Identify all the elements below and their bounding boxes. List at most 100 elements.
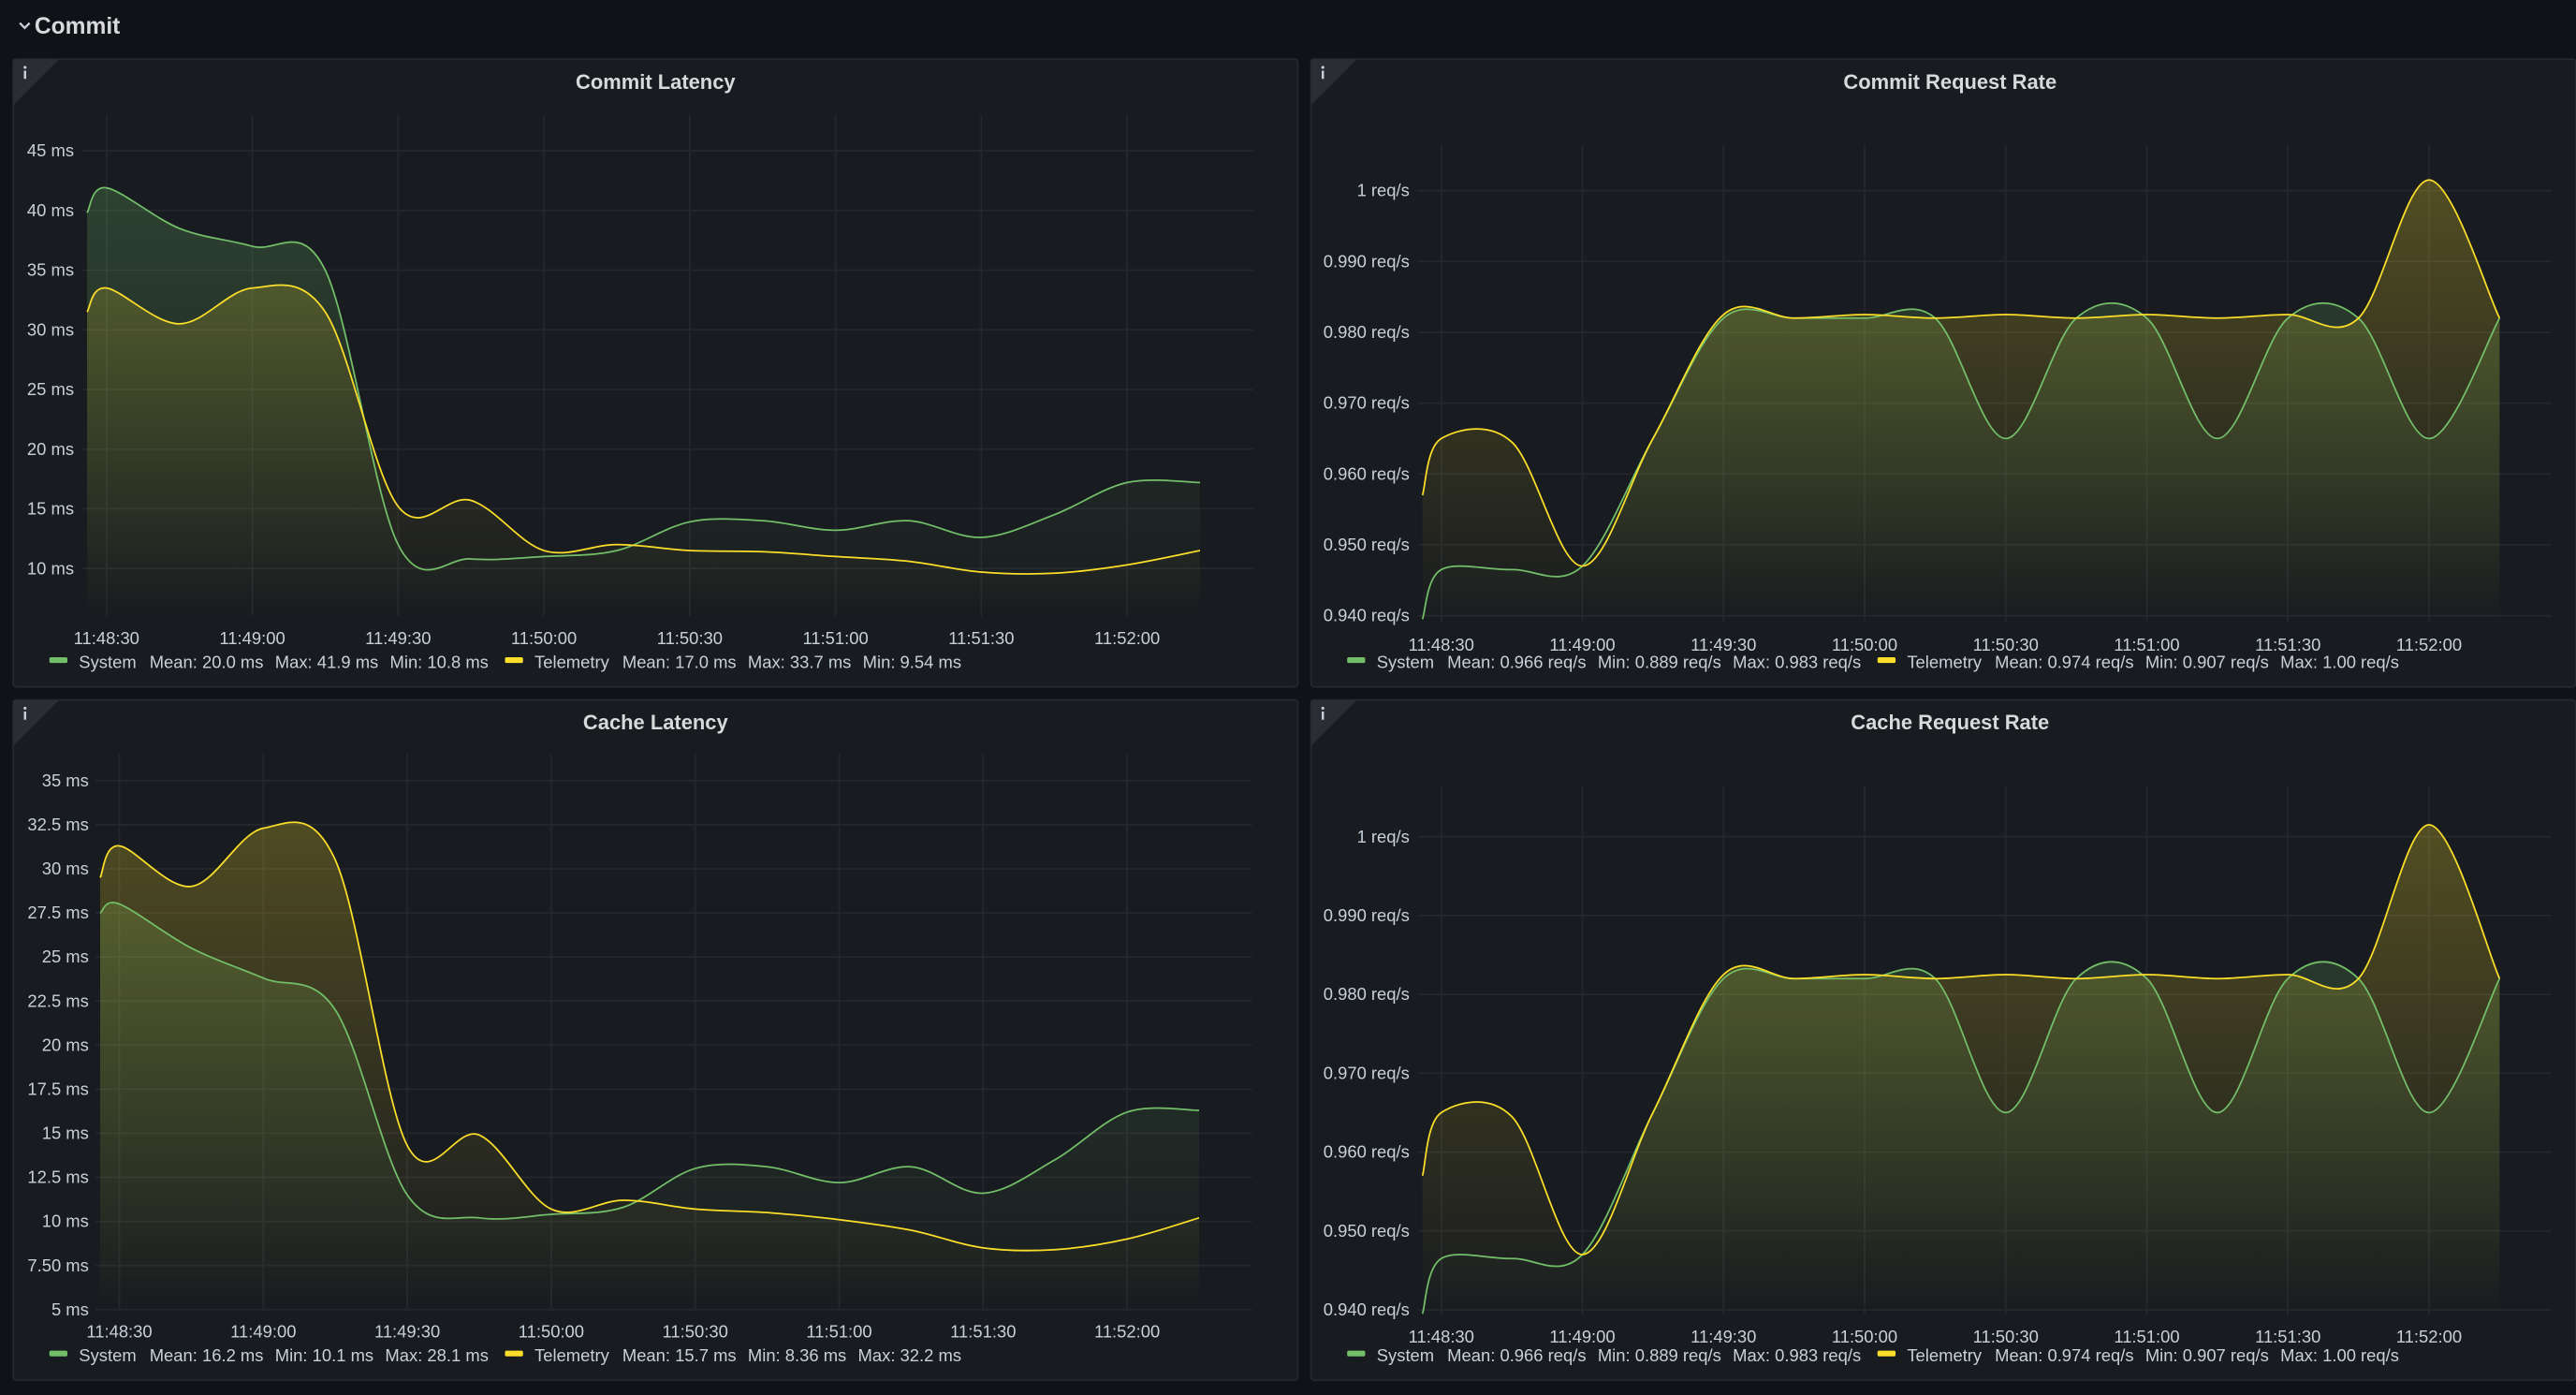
panel-info-dot xyxy=(23,706,27,710)
y-tick-label: 0.970 req/s xyxy=(1324,1063,1410,1082)
y-tick-label: 30 ms xyxy=(42,859,89,878)
panel-info-dot xyxy=(23,66,27,69)
panel-info-icon xyxy=(23,70,26,80)
x-tick-label: 11:51:00 xyxy=(2114,1327,2179,1346)
legend-stat: Mean: 0.966 req/s xyxy=(1447,652,1586,671)
panel-title: Commit Request Rate xyxy=(1843,70,2056,94)
y-tick-label: 10 ms xyxy=(27,558,74,578)
legend-stat: Mean: 0.974 req/s xyxy=(1995,652,2133,671)
x-tick-label: 11:50:00 xyxy=(511,628,577,648)
x-tick-label: 11:49:00 xyxy=(219,628,285,648)
y-tick-label: 40 ms xyxy=(27,200,74,220)
x-tick-label: 11:51:30 xyxy=(950,1322,1016,1342)
legend-stat: Mean: 0.966 req/s xyxy=(1447,1345,1586,1365)
y-tick-label: 0.980 req/s xyxy=(1324,322,1410,342)
x-tick-label: 11:48:30 xyxy=(86,1322,152,1342)
legend-swatch xyxy=(505,657,523,664)
x-tick-label: 11:49:30 xyxy=(1690,635,1756,654)
legend-stat: Mean: 15.7 ms xyxy=(622,1345,737,1365)
legend-stat: Min: 0.907 req/s xyxy=(2145,1345,2269,1365)
legend-stat: Mean: 17.0 ms xyxy=(622,652,737,671)
y-tick-label: 0.960 req/s xyxy=(1324,463,1410,483)
series-line xyxy=(1421,301,2501,620)
series-line xyxy=(1421,961,2501,1314)
x-tick-label: 11:48:30 xyxy=(74,628,139,648)
legend-stat: Min: 10.1 ms xyxy=(275,1345,373,1365)
y-tick-label: 10 ms xyxy=(42,1211,89,1231)
legend-stat: Max: 32.2 ms xyxy=(858,1345,961,1365)
legend-swatch xyxy=(1877,657,1896,664)
legend-stat: Mean: 16.2 ms xyxy=(150,1345,264,1365)
y-tick-label: 25 ms xyxy=(42,947,89,966)
x-tick-label: 11:50:00 xyxy=(519,1322,584,1342)
panel-info-corner xyxy=(1310,59,1357,106)
y-tick-label: 0.970 req/s xyxy=(1324,393,1410,413)
legend-stat: Min: 0.889 req/s xyxy=(1598,1345,1721,1365)
legend-label[interactable]: Telemetry xyxy=(534,652,610,671)
series-area xyxy=(99,822,1199,1310)
legend-label[interactable]: System xyxy=(79,652,136,671)
series-area xyxy=(87,285,1201,617)
legend-stat: Max: 41.9 ms xyxy=(275,652,378,671)
legend-label[interactable]: Telemetry xyxy=(1907,1345,1983,1365)
y-tick-label: 0.940 req/s xyxy=(1324,1300,1410,1319)
legend-swatch xyxy=(49,1350,68,1357)
y-tick-label: 0.940 req/s xyxy=(1324,606,1410,625)
legend-stat: Mean: 20.0 ms xyxy=(150,652,264,671)
legend-swatch xyxy=(1877,1350,1896,1357)
legend-label[interactable]: System xyxy=(1377,1345,1434,1365)
legend-stat: Max: 0.983 req/s xyxy=(1733,1345,1861,1365)
y-tick-label: 0.960 req/s xyxy=(1324,1142,1410,1162)
row-title[interactable]: Commit xyxy=(35,14,120,39)
legend-label[interactable]: System xyxy=(79,1345,136,1365)
legend-stat: Min: 0.907 req/s xyxy=(2145,652,2269,671)
y-tick-label: 1 req/s xyxy=(1357,827,1410,846)
panel-info-dot xyxy=(1321,706,1325,710)
row-chevron[interactable] xyxy=(19,22,31,30)
legend-stat: Min: 9.54 ms xyxy=(863,652,961,671)
legend-swatch xyxy=(1347,1350,1366,1357)
legend-label[interactable]: System xyxy=(1377,652,1434,671)
x-tick-label: 11:50:30 xyxy=(657,628,723,648)
x-tick-label: 11:51:00 xyxy=(802,628,868,648)
y-tick-label: 17.5 ms xyxy=(27,1079,88,1098)
series-line xyxy=(99,821,1200,1252)
x-tick-label: 11:49:00 xyxy=(230,1322,296,1342)
panel-info-icon xyxy=(23,711,26,720)
x-tick-label: 11:49:00 xyxy=(1549,1327,1615,1346)
y-tick-label: 32.5 ms xyxy=(27,815,88,834)
panel-info-dot xyxy=(1321,66,1325,69)
legend-stat: Mean: 0.974 req/s xyxy=(1995,1345,2133,1365)
y-tick-label: 27.5 ms xyxy=(27,903,88,922)
y-tick-label: 0.980 req/s xyxy=(1324,984,1410,1004)
x-tick-label: 11:49:30 xyxy=(374,1322,440,1342)
x-tick-label: 11:50:00 xyxy=(1832,1327,1897,1346)
y-tick-label: 0.990 req/s xyxy=(1324,905,1410,925)
x-tick-label: 11:51:00 xyxy=(806,1322,871,1342)
y-tick-label: 0.990 req/s xyxy=(1324,251,1410,271)
panel-info-icon xyxy=(1321,711,1325,720)
series-line xyxy=(1421,179,2501,567)
panel-title: Commit Latency xyxy=(576,70,736,94)
legend-swatch xyxy=(49,657,68,664)
panel-info-icon xyxy=(1321,70,1325,80)
x-tick-label: 11:51:30 xyxy=(948,628,1014,648)
legend-stat: Max: 33.7 ms xyxy=(748,652,851,671)
series-area xyxy=(1422,180,2500,624)
y-tick-label: 15 ms xyxy=(42,1123,89,1143)
y-tick-label: 0.950 req/s xyxy=(1324,1221,1410,1241)
x-tick-label: 11:49:30 xyxy=(365,628,431,648)
legend-stat: Max: 0.983 req/s xyxy=(1733,652,1861,671)
series-area xyxy=(1422,825,2500,1315)
x-tick-label: 11:49:30 xyxy=(1690,1327,1756,1346)
panel-title: Cache Request Rate xyxy=(1851,711,2049,734)
x-tick-label: 11:52:00 xyxy=(1094,628,1160,648)
legend-stat: Max: 28.1 ms xyxy=(385,1345,488,1365)
x-tick-label: 11:48:30 xyxy=(1409,1327,1474,1346)
legend-swatch xyxy=(1347,657,1366,664)
y-tick-label: 25 ms xyxy=(27,379,74,399)
legend-label[interactable]: Telemetry xyxy=(1907,652,1983,671)
legend-label[interactable]: Telemetry xyxy=(534,1345,610,1365)
